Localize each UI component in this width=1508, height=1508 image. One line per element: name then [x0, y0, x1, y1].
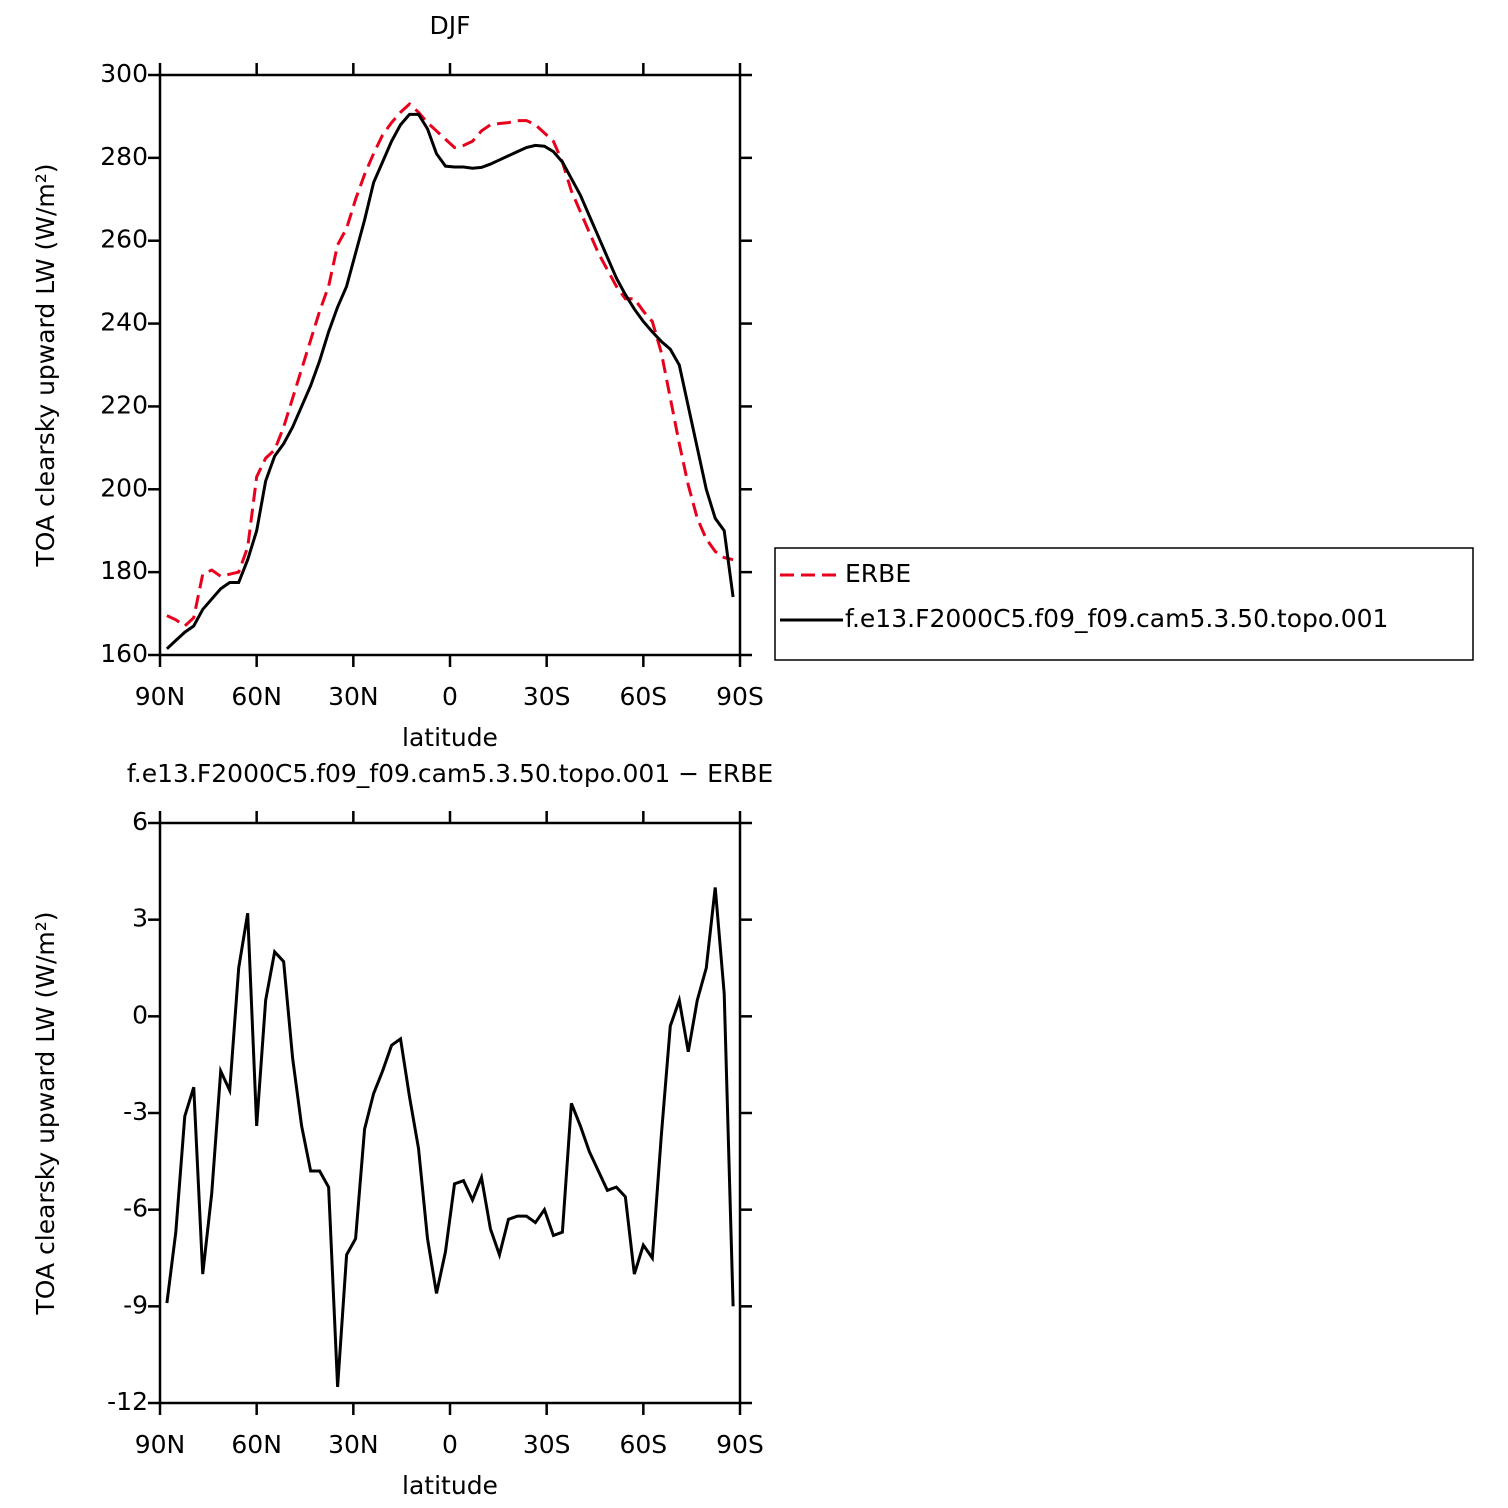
x-axis-label: latitude [402, 1471, 498, 1500]
x-tick-label: 60N [231, 682, 282, 711]
x-tick-label: 30S [523, 682, 571, 711]
y-tick-label: 280 [100, 142, 148, 171]
x-tick-label: 60S [619, 682, 667, 711]
x-tick-label: 60N [231, 1430, 282, 1459]
x-tick-label: 90N [135, 1430, 186, 1459]
legend-label: f.e13.F2000C5.f09_f09.cam5.3.50.topo.001 [845, 604, 1388, 633]
y-axis-label: TOA clearsky upward LW (W/m²) [31, 911, 60, 1315]
legend-label: ERBE [845, 559, 911, 588]
y-tick-label: 220 [100, 390, 148, 419]
data-line [165, 887, 735, 1387]
y-tick-label: 260 [100, 225, 148, 254]
x-tick-label: 60S [619, 1430, 667, 1459]
y-tick-label: 6 [132, 807, 148, 836]
x-tick-label: 90N [135, 682, 186, 711]
y-tick-label: -6 [123, 1194, 148, 1223]
y-tick-label: 160 [100, 639, 148, 668]
x-tick-label: 0 [442, 1430, 458, 1459]
x-tick-label: 30S [523, 1430, 571, 1459]
y-tick-label: -9 [123, 1290, 148, 1319]
data-line [166, 101, 734, 628]
y-tick-label: 3 [132, 904, 148, 933]
chart-title: DJF [429, 11, 470, 40]
chart-title: f.e13.F2000C5.f09_f09.cam5.3.50.topo.001… [127, 759, 773, 788]
y-tick-label: 240 [100, 308, 148, 337]
y-tick-label: 200 [100, 473, 148, 502]
x-axis-label: latitude [402, 723, 498, 752]
y-tick-label: 300 [100, 59, 148, 88]
plot-frame [158, 73, 742, 657]
y-axis-label: TOA clearsky upward LW (W/m²) [31, 163, 60, 567]
x-tick-label: 90S [716, 1430, 764, 1459]
x-tick-label: 90S [716, 682, 764, 711]
legend-box [774, 547, 1474, 661]
y-tick-label: -12 [107, 1387, 148, 1416]
x-tick-label: 30N [328, 682, 379, 711]
x-tick-label: 0 [442, 682, 458, 711]
x-tick-label: 30N [328, 1430, 379, 1459]
y-tick-label: -3 [123, 1097, 148, 1126]
y-tick-label: 0 [132, 1000, 148, 1029]
plot-frame [158, 821, 742, 1405]
data-line [165, 112, 735, 650]
y-tick-label: 180 [100, 556, 148, 585]
